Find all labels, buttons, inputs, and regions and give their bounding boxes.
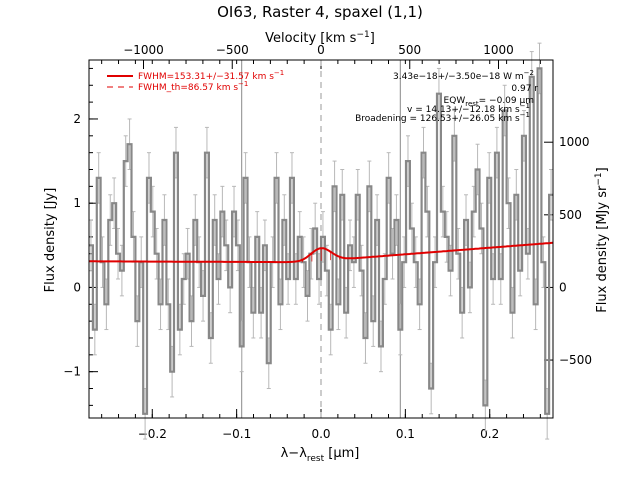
plot-area bbox=[88, 42, 554, 440]
right-tick-label: 1000 bbox=[559, 135, 590, 149]
top-axis-ticks: −1000 −500 0 500 1000 bbox=[123, 43, 514, 69]
right-tick-label: −500 bbox=[559, 353, 592, 367]
x-tick-label: 0.0 bbox=[311, 427, 330, 441]
fit-line bbox=[89, 241, 554, 264]
annotation-r: 0.97 r bbox=[511, 84, 538, 94]
left-axis-ticks: −1 0 1 2 bbox=[63, 67, 98, 406]
bottom-axis-ticks: −0.2 −0.1 0.0 0.1 0.2 bbox=[101, 60, 541, 441]
annotation-broadening: Broadening = 126.53+/−26.05 km s−1 bbox=[355, 111, 530, 124]
y-tick-label: 1 bbox=[73, 196, 81, 210]
x-tick-label: −0.1 bbox=[222, 427, 251, 441]
y-tick-label: 2 bbox=[73, 112, 81, 126]
annotation-velocity: v = 14.13+/−12.18 km s−1 bbox=[407, 102, 530, 115]
legend: FWHM=153.31+/−31.57 km s−1 FWHM_th=86.57… bbox=[107, 69, 284, 93]
x-tick-label: −0.2 bbox=[138, 427, 167, 441]
chart-title: OI63, Raster 4, spaxel (1,1) bbox=[217, 3, 423, 21]
x-tick-label: 0.1 bbox=[396, 427, 415, 441]
y-tick-label: 0 bbox=[73, 280, 81, 294]
right-tick-label: 0 bbox=[559, 280, 567, 294]
y-axis-label: Flux density [Jy] bbox=[43, 188, 58, 293]
legend-fwhm-label: FWHM=153.31+/−31.57 km s−1 bbox=[138, 69, 284, 82]
right-tick-label: 500 bbox=[559, 208, 582, 222]
x-tick-label: 0.2 bbox=[480, 427, 499, 441]
top-tick-label: −1000 bbox=[123, 43, 164, 57]
legend-fwhm-th-label: FWHM_th=86.57 km s−1 bbox=[138, 80, 248, 93]
x-axis-label: λ−λrest [μm] bbox=[281, 446, 360, 464]
top-tick-label: −500 bbox=[216, 43, 249, 57]
y-tick-label: −1 bbox=[63, 365, 81, 379]
right-axis-label: Flux density [MJy sr−1] bbox=[594, 167, 610, 312]
annotation-flux: 3.43e−18+/−3.50e−18 W m−2 bbox=[393, 69, 534, 82]
plot-frame bbox=[88, 59, 554, 419]
annotation-eqw: EQWrest= −0.09 μm bbox=[444, 96, 534, 108]
top-tick-label: 0 bbox=[317, 43, 325, 57]
top-tick-label: 1000 bbox=[483, 43, 514, 57]
top-axis-label: Velocity [km s−1] bbox=[265, 30, 375, 46]
top-tick-label: 500 bbox=[398, 43, 421, 57]
fit-annotations: 3.43e−18+/−3.50e−18 W m−2 0.97 r EQWrest… bbox=[355, 69, 538, 124]
fit-series bbox=[89, 241, 554, 264]
